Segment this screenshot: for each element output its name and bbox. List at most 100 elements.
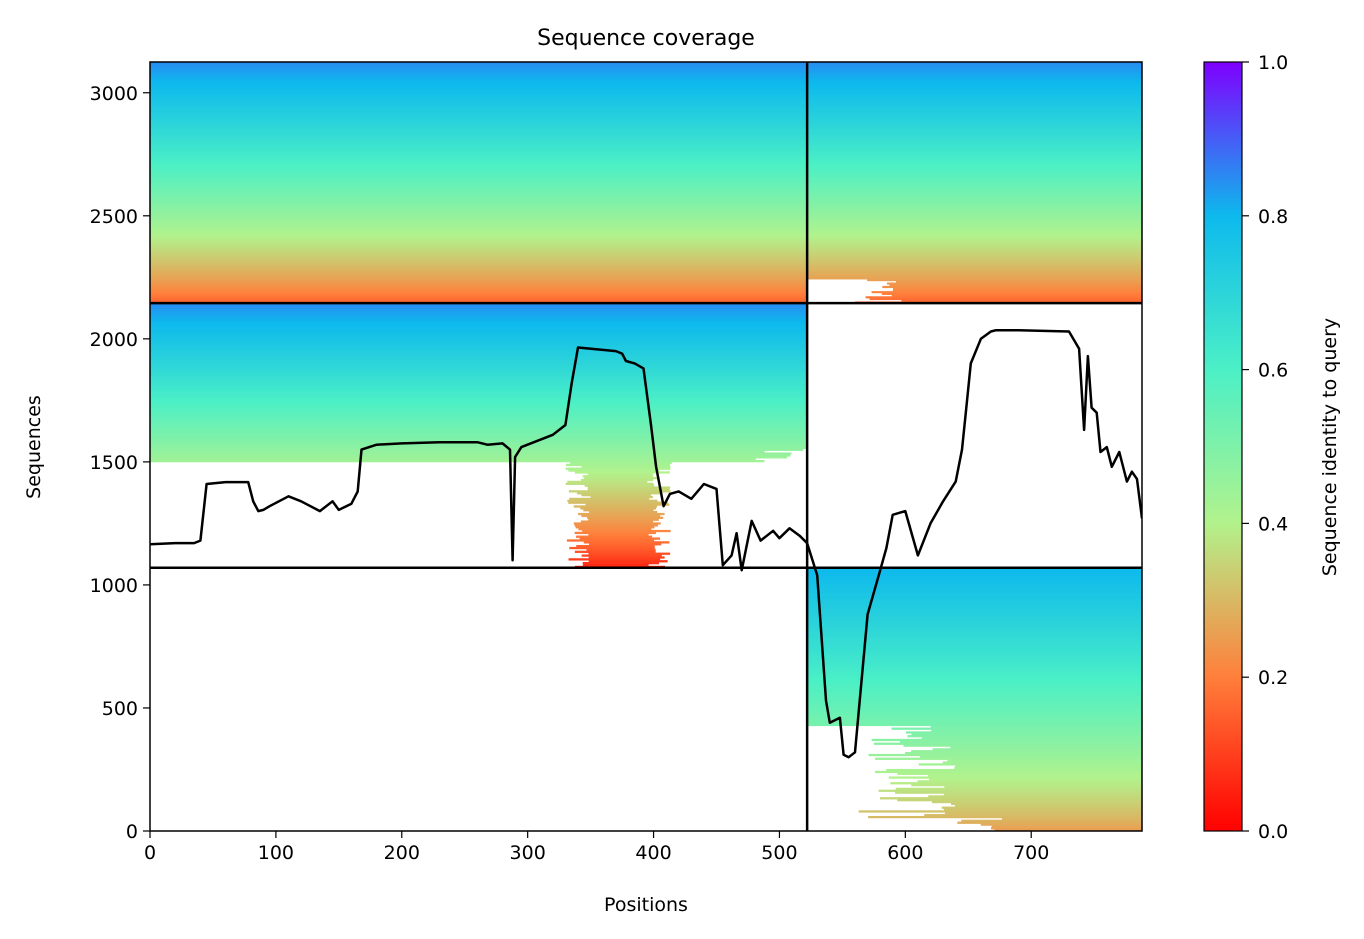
msa-row-band [150, 401, 808, 404]
msa-row-band [150, 429, 808, 433]
msa-row-band [150, 325, 808, 329]
msa-row-band [581, 465, 671, 468]
msa-row-band [807, 663, 1142, 666]
msa-row-band [150, 103, 808, 106]
msa-row-band [807, 580, 1142, 584]
msa-row-band [807, 72, 1142, 75]
msa-row-band [807, 156, 1142, 159]
msa-row-band [150, 342, 808, 346]
msa-row-band [586, 548, 656, 552]
msa-row-band [990, 827, 1142, 830]
msa-row-band [587, 473, 654, 476]
msa-row-band [150, 63, 808, 66]
msa-row-band [150, 442, 808, 446]
x-axis-label: Positions [604, 894, 688, 916]
msa-row-band [807, 260, 1142, 263]
msa-row-band [807, 691, 1142, 695]
msa-row-band [1001, 817, 1142, 821]
msa-row-band [150, 310, 808, 314]
msa-row-band [807, 723, 1142, 727]
msa-row-band [807, 165, 1142, 168]
msa-row-band [580, 507, 657, 510]
msa-row-band [567, 480, 648, 484]
msa-row-band [807, 616, 1142, 619]
msa-row-band [807, 63, 1142, 66]
msa-row-band [150, 232, 808, 235]
msa-row-band [869, 297, 1142, 301]
msa-row-band [583, 563, 649, 567]
msa-row-band [868, 815, 1142, 819]
msa-row-band [807, 187, 1142, 190]
msa-row-band [807, 244, 1142, 247]
msa-row-band [150, 75, 808, 78]
msa-row-band [807, 648, 1142, 651]
msa-row-band [807, 113, 1142, 116]
msa-row-band [150, 333, 808, 336]
msa-row-band [150, 122, 808, 125]
msa-row-band [565, 463, 670, 467]
msa-row-band [807, 242, 1142, 245]
msa-row-band [150, 93, 808, 96]
msa-row-band [150, 412, 808, 416]
msa-row-band [807, 75, 1142, 78]
msa-row-band [807, 637, 1142, 640]
msa-row-band [578, 512, 665, 516]
msa-row-band [807, 91, 1142, 94]
y-axis-label: Sequences [23, 395, 45, 499]
msa-row-band [807, 661, 1142, 665]
msa-row-band [807, 136, 1142, 139]
x-axis-ticks: 0 100 200 300 400 500 600 700 [144, 831, 1049, 864]
msa-row-band [150, 229, 808, 232]
msa-row-band [807, 609, 1142, 612]
msa-row-band [576, 535, 653, 538]
msa-row-band [150, 354, 808, 357]
msa-row-band [807, 693, 1142, 696]
msa-row-band [895, 787, 1142, 791]
msa-row-band [924, 814, 1142, 817]
msa-row-band [807, 718, 1142, 721]
msa-row-band [807, 712, 1142, 715]
y-tick-label: 1500 [90, 452, 138, 474]
msa-row-band [150, 280, 808, 283]
msa-row-band [906, 731, 1142, 734]
msa-row-band [150, 289, 808, 292]
msa-row-band [150, 275, 808, 278]
msa-row-band [879, 797, 1142, 800]
msa-row-band [150, 265, 808, 268]
msa-row-band [961, 819, 1142, 822]
msa-row-band [807, 223, 1142, 227]
msa-row-band [574, 531, 656, 535]
msa-row-band [807, 625, 1142, 629]
msa-row-band [807, 237, 1142, 240]
msa-row-band [150, 308, 808, 312]
msa-row-band [150, 91, 808, 94]
msa-row-band [150, 82, 808, 85]
msa-row-band [807, 594, 1142, 597]
msa-row-band [980, 823, 1142, 826]
msa-row-band [150, 151, 808, 154]
msa-row-band [807, 667, 1142, 670]
msa-row-band [150, 94, 808, 97]
msa-row-band [807, 118, 1142, 121]
msa-row-band [807, 204, 1142, 208]
msa-row-band [150, 416, 808, 419]
msa-row-band [150, 105, 808, 108]
msa-row-band [150, 261, 808, 264]
msa-row-band [150, 156, 808, 159]
x-tick-label: 700 [1013, 842, 1049, 864]
msa-row-band [150, 115, 808, 118]
msa-row-band [807, 182, 1142, 185]
msa-row-band [565, 482, 654, 485]
msa-row-band [955, 765, 1142, 768]
msa-row-band [886, 768, 1142, 772]
msa-row-band [807, 688, 1142, 691]
msa-row-band [150, 316, 808, 319]
y-tick-label: 2000 [90, 329, 138, 351]
msa-row-band [150, 256, 808, 259]
msa-row-band [150, 291, 808, 294]
msa-row-band [867, 279, 1142, 282]
msa-row-band [807, 67, 1142, 70]
msa-row-band [150, 407, 808, 410]
msa-row-band [150, 87, 808, 90]
msa-row-band [807, 265, 1142, 268]
